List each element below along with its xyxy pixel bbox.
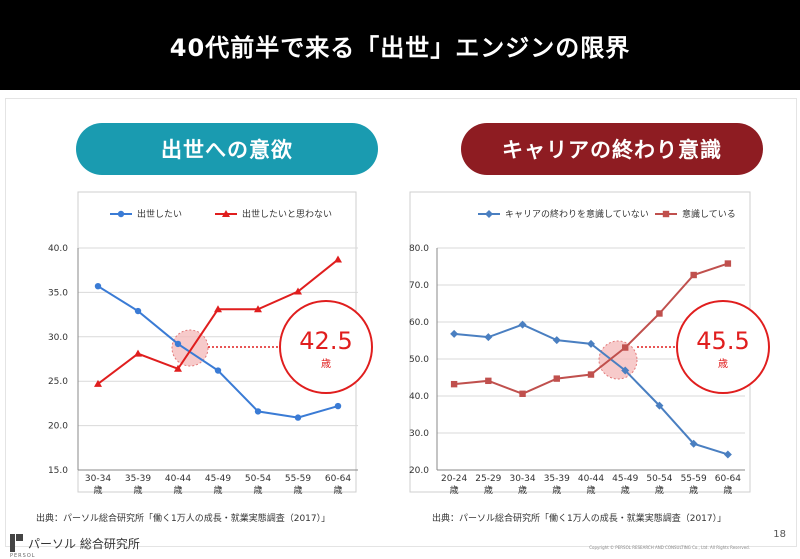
y-tick-label: 35.0	[48, 288, 68, 298]
data-point-s2	[485, 377, 492, 385]
x-tick-label: 55-59 歳	[285, 474, 311, 496]
chart-2: 20.0 30.0 40.0 50.0 60.0 70.0 80.0 20-24 歳 25-29 歳…	[409, 191, 770, 496]
annotation-unit: 歳	[321, 358, 331, 370]
data-point-s2	[724, 260, 732, 267]
page-title: 40代前半で来る「出世」エンジンの限界	[169, 33, 631, 62]
x-tick-label: 55-59 歳	[681, 474, 707, 496]
y-tick-label: 60.0	[409, 318, 429, 328]
annotation-circle	[279, 300, 373, 394]
y-tick-label: 50.0	[409, 355, 429, 365]
annotation-value: 45.5	[696, 327, 749, 355]
data-point-s1	[655, 401, 664, 410]
annotation-unit: 歳	[718, 358, 728, 370]
x-tick-label: 35-39 歳	[544, 474, 570, 496]
y-tick-label: 70.0	[409, 281, 429, 291]
y-tick-label: 30.0	[409, 429, 429, 439]
annotation-value: 42.5	[299, 327, 352, 355]
data-point-s1	[214, 367, 222, 374]
data-point-s1	[254, 408, 262, 415]
header-bar: 40代前半で来る「出世」エンジンの限界	[0, 0, 800, 90]
data-point-s2	[519, 390, 526, 397]
data-point-s1	[552, 336, 561, 345]
x-tick-label: 50-54 歳	[646, 474, 672, 496]
data-point-s2	[294, 287, 302, 295]
legend-label: 出世したいと思わない	[242, 208, 332, 220]
x-tick-label: 35-39 歳	[125, 474, 151, 496]
x-tick-label: 30-34 歳	[509, 474, 535, 496]
x-tick-label: 45-49 歳	[205, 474, 231, 496]
x-tick-label: 60-64 歳	[325, 474, 351, 496]
y-tick-label: 20.0	[48, 422, 68, 432]
x-tick-label: 25-29 歳	[475, 474, 501, 496]
data-point-s1	[587, 339, 595, 348]
legend-marker	[117, 210, 125, 218]
y-tick-label: 30.0	[48, 333, 68, 343]
data-point-s2	[174, 364, 182, 372]
x-tick-label: 60-64 歳	[715, 474, 741, 496]
company-logo: パーソル 総合研究所 PERSOL	[10, 534, 140, 559]
x-tick-label: 45-49 歳	[612, 474, 638, 496]
data-point-s1	[723, 450, 732, 459]
y-tick-label: 25.0	[48, 377, 68, 387]
y-tick-label: 40.0	[48, 244, 68, 254]
x-tick-label: 30-34 歳	[85, 474, 111, 496]
source-left: 出典：パーソル総合研究所「働く1万人の成長・就業実態調査（2017）」	[36, 514, 331, 524]
data-point-s1	[484, 333, 493, 342]
data-point-s1	[174, 340, 182, 348]
data-point-s1	[689, 439, 698, 448]
data-point-s2	[622, 344, 629, 351]
copyright: Copyright © PERSOL RESEARCH AND CONSULTI…	[589, 545, 750, 550]
data-point-s1	[450, 329, 459, 338]
data-point-s2	[553, 375, 560, 382]
data-point-s2	[450, 380, 458, 388]
source-right: 出典：パーソル総合研究所「働く1万人の成長・就業実態調査（2017）」	[432, 514, 727, 524]
chart-1: 15.0 20.0 25.0 30.0 35.0 40.0 30-34 歳 35-39 歳 40-4…	[48, 191, 373, 496]
data-point-s2	[94, 379, 102, 387]
legend-label: キャリアの終わりを意識していない	[505, 208, 649, 220]
data-point-s2	[587, 371, 595, 378]
data-point-s2	[690, 271, 697, 279]
legend-label: 意識している	[682, 208, 736, 220]
annotation-circle	[676, 300, 770, 394]
x-tick-label: 20-24 歳	[441, 474, 467, 496]
data-point-s1	[94, 282, 102, 290]
y-tick-label: 20.0	[409, 466, 429, 476]
data-point-s2	[656, 310, 663, 317]
data-point-s1	[518, 320, 527, 329]
logo-mark-icon	[10, 534, 24, 552]
data-point-s1	[334, 402, 342, 410]
y-tick-label: 15.0	[48, 466, 68, 476]
data-point-s1	[621, 366, 630, 375]
data-point-s2	[254, 305, 262, 313]
pill-career-end-awareness: キャリアの終わり意識	[461, 123, 763, 175]
x-tick-label: 50-54 歳	[245, 474, 271, 496]
legend-label: 出世したい	[137, 208, 182, 220]
data-point-s1	[294, 414, 302, 421]
y-tick-label: 40.0	[409, 392, 429, 402]
data-point-s2	[214, 305, 222, 313]
crossover-highlight	[598, 340, 638, 380]
legend-marker	[662, 210, 670, 218]
page-number: 18	[773, 529, 786, 540]
x-tick-label: 40-44 歳	[578, 474, 604, 496]
data-point-s2	[134, 349, 142, 357]
legend-marker	[485, 210, 493, 218]
pill-career-motivation: 出世への意欲	[76, 123, 378, 175]
x-tick-label: 40-44 歳	[165, 474, 191, 496]
y-tick-label: 80.0	[409, 244, 429, 254]
data-point-s2	[334, 255, 342, 263]
data-point-s1	[134, 307, 142, 315]
logo-text: パーソル 総合研究所	[28, 536, 140, 551]
legend-marker	[222, 210, 230, 217]
